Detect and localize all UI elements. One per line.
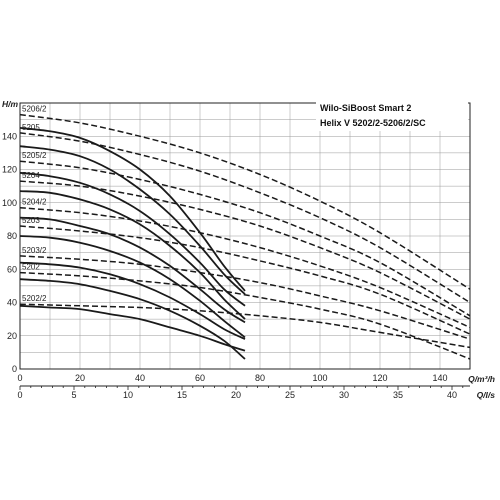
axes: 0 20 40 60 80 100 120 140 0 20 40 60 80 100 120 140 0 5 10… — [2, 102, 471, 400]
series-label-5202: 5202 — [22, 263, 40, 272]
series-label-5206-2: 5206/2 — [22, 105, 47, 114]
curve-single-pump-5203 — [19, 235, 246, 339]
x2-tick-label: 5 — [71, 390, 76, 400]
y-tick-label: 0 — [12, 364, 17, 374]
x-tick-label: 60 — [195, 373, 205, 383]
x-tick-label: 80 — [255, 373, 265, 383]
x2-tick-label: 35 — [393, 390, 403, 400]
curve-two-pumps-5206-2 — [19, 113, 471, 290]
y-tick-label: 20 — [7, 331, 17, 341]
x-tick-label: 40 — [135, 373, 145, 383]
y-tick-label: 140 — [2, 131, 17, 141]
series-labels: 5206/2 5205 5205/2 5204 5204/2 5203 5203/2 5202… — [22, 105, 47, 304]
curve-single-pump-5204-2 — [19, 216, 246, 324]
chart-title: Wilo-SiBoost Smart 2 Helix V 5202/2-5206… — [316, 99, 468, 131]
curve-single-pump-5202 — [19, 278, 246, 360]
y-axis-label: H/m — [2, 99, 19, 109]
curve-single-pump-5206-2 — [19, 127, 246, 292]
x-tick-label: 140 — [432, 373, 447, 383]
x-axis-label-primary: Q/m³/h — [468, 374, 495, 384]
curve-two-pumps-5204 — [19, 180, 471, 320]
series-label-5205-2: 5205/2 — [22, 151, 47, 160]
curve-single-pump-5205 — [19, 145, 246, 295]
curve-two-pumps-5203 — [19, 225, 471, 335]
y-tick-label: 120 — [2, 165, 17, 175]
curve-single-pump-5202-2 — [19, 304, 246, 352]
y-tick-label: 100 — [2, 198, 17, 208]
curve-two-pumps-5205 — [19, 132, 471, 304]
x-tick-label: 100 — [312, 373, 327, 383]
x-tick-label: 20 — [75, 373, 85, 383]
y-tick-label: 40 — [7, 298, 17, 308]
series-label-5204-2: 5204/2 — [22, 198, 47, 207]
curve-two-pumps-5203-2 — [19, 255, 471, 340]
series-label-5203-2: 5203/2 — [22, 246, 47, 255]
series-label-5202-2: 5202/2 — [22, 294, 47, 303]
x-axis-label-secondary: Q/l/s — [477, 390, 496, 400]
x2-tick-label: 25 — [285, 390, 295, 400]
curve-two-pumps-5202 — [19, 271, 471, 360]
y-tick-label: 80 — [7, 231, 17, 241]
title-line-1: Wilo-SiBoost Smart 2 — [320, 103, 411, 113]
series-label-5205: 5205 — [22, 123, 40, 132]
curve-two-pumps-5204-2 — [19, 206, 471, 329]
x-tick-label: 0 — [17, 373, 22, 383]
x2-tick-label: 10 — [123, 390, 133, 400]
title-line-2: Helix V 5202/2-5206/2/SC — [320, 118, 426, 128]
curve-two-pumps-5202-2 — [19, 303, 471, 349]
x2-tick-label: 15 — [177, 390, 187, 400]
x2-tick-label: 0 — [17, 390, 22, 400]
x2-tick-label: 40 — [447, 390, 457, 400]
x-tick-label: 120 — [372, 373, 387, 383]
y-tick-label: 60 — [7, 264, 17, 274]
series-label-5204: 5204 — [22, 171, 40, 180]
x2-tick-label: 30 — [339, 390, 349, 400]
series-label-5203: 5203 — [22, 216, 40, 225]
curve-single-pump-5203-2 — [19, 261, 246, 340]
curve-single-pump-5204 — [19, 190, 246, 320]
curve-two-pumps-5205-2 — [19, 160, 471, 317]
curves — [19, 113, 471, 360]
curve-single-pump-5205-2 — [19, 171, 246, 307]
x2-tick-label: 20 — [231, 390, 241, 400]
